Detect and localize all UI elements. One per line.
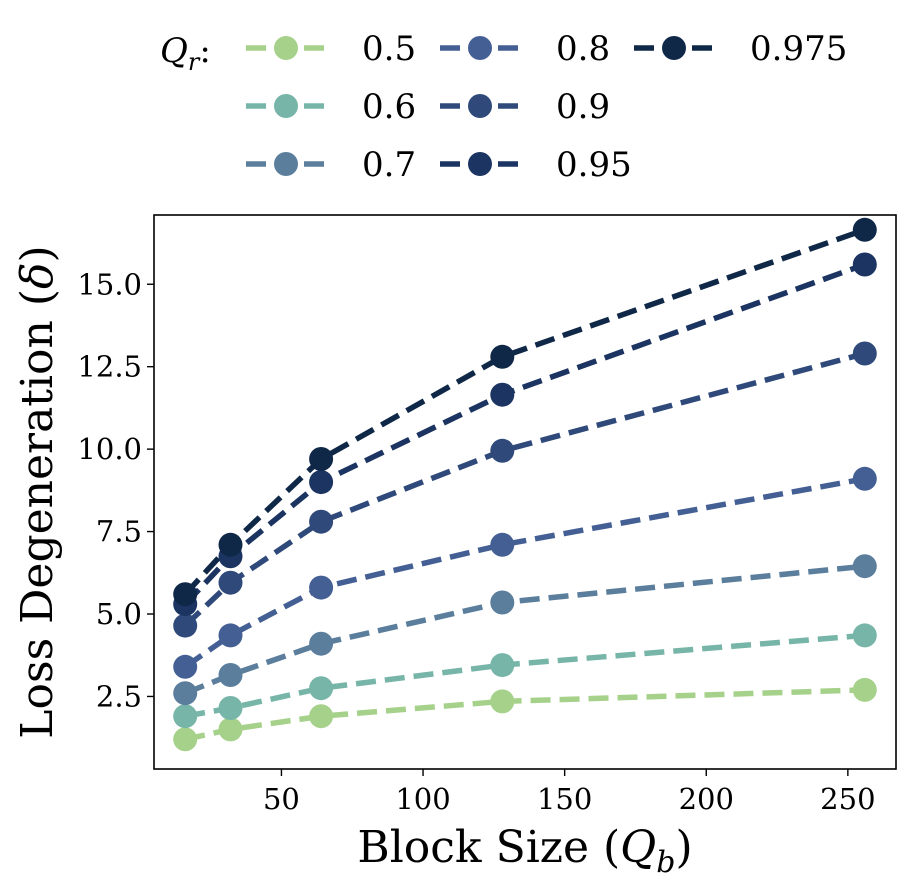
data-point-0.95 xyxy=(309,470,334,495)
legend-label: 0.5 xyxy=(362,29,416,69)
data-point-0.6 xyxy=(173,704,198,729)
x-tick-label: 200 xyxy=(679,782,734,816)
y-tick-label: 10.0 xyxy=(77,432,142,466)
x-axis-title: Block Size (Qb) xyxy=(357,822,692,880)
series-line-0.7 xyxy=(184,563,866,696)
data-point-0.9 xyxy=(309,509,334,534)
data-point-0.8 xyxy=(309,575,334,600)
y-tick-label: 5.0 xyxy=(96,597,142,631)
data-point-0.5 xyxy=(218,717,243,742)
data-point-0.975 xyxy=(852,217,877,242)
y-tick-label: 2.5 xyxy=(96,679,142,713)
x-tick-label: 250 xyxy=(820,782,875,816)
legend-marker xyxy=(468,152,492,176)
y-tick-label: 7.5 xyxy=(96,515,142,549)
legend-label: 0.8 xyxy=(556,29,610,69)
legend-marker xyxy=(274,94,298,118)
data-point-0.5 xyxy=(852,677,877,702)
legend-marker xyxy=(468,94,492,118)
y-axis-title: Loss Degeneration (δ) xyxy=(12,245,63,738)
y-tick-label: 15.0 xyxy=(77,267,142,301)
data-point-0.975 xyxy=(218,532,243,557)
axes: 50 100 150 200 250 2.5 5.0 7.5 10.0 12.5 15.0 xyxy=(77,267,875,816)
data-point-0.6 xyxy=(852,623,877,648)
legend-label: 0.7 xyxy=(362,145,416,185)
data-point-0.975 xyxy=(490,344,515,369)
data-point-0.95 xyxy=(852,252,877,277)
series-line-0.6 xyxy=(184,632,866,719)
data-point-0.8 xyxy=(173,654,198,679)
legend-marker xyxy=(274,36,298,60)
legend-label: 0.9 xyxy=(556,87,610,127)
data-point-0.975 xyxy=(309,447,334,471)
series-line-0.5 xyxy=(184,687,865,742)
series-markers xyxy=(173,217,877,752)
x-tick-label: 150 xyxy=(537,782,592,816)
legend-item-0.8: 0.8 xyxy=(440,29,610,69)
data-point-0.975 xyxy=(173,582,198,607)
legend-item-0.9: 0.9 xyxy=(440,87,610,127)
data-point-0.9 xyxy=(852,341,877,366)
data-point-0.9 xyxy=(218,570,243,595)
data-point-0.9 xyxy=(490,438,515,463)
data-point-0.6 xyxy=(309,676,334,701)
legend: Qr: 0.5 0.6 0.7 0.8 0.9 0.95 0.975 xyxy=(160,29,847,185)
x-tick-label: 50 xyxy=(263,782,300,816)
legend-label: 0.975 xyxy=(750,29,847,69)
legend-item-0.7: 0.7 xyxy=(246,145,416,185)
legend-item-0.95: 0.95 xyxy=(440,145,632,185)
data-point-0.6 xyxy=(218,696,243,720)
legend-title: Qr: xyxy=(160,31,211,76)
legend-label: 0.95 xyxy=(556,145,632,185)
y-tick-label: 12.5 xyxy=(77,350,142,384)
plot-frame xyxy=(153,214,897,770)
data-point-0.8 xyxy=(490,532,515,557)
legend-item-0.6: 0.6 xyxy=(246,87,416,127)
x-tick-label: 100 xyxy=(395,782,450,816)
data-point-0.6 xyxy=(490,653,515,678)
series-line-0.9 xyxy=(183,350,866,628)
data-point-0.7 xyxy=(173,681,198,706)
data-point-0.8 xyxy=(218,623,243,648)
legend-marker xyxy=(662,36,686,60)
legend-item-0.5: 0.5 xyxy=(246,29,416,69)
data-point-0.8 xyxy=(852,466,877,491)
data-point-0.7 xyxy=(852,554,877,579)
data-point-0.5 xyxy=(309,704,334,729)
data-point-0.95 xyxy=(490,382,515,407)
data-point-0.9 xyxy=(173,613,198,638)
data-point-0.5 xyxy=(173,727,198,752)
data-point-0.7 xyxy=(218,663,243,687)
data-point-0.7 xyxy=(309,631,334,656)
data-point-0.5 xyxy=(490,689,515,714)
legend-item-0.975: 0.975 xyxy=(634,29,847,69)
legend-marker xyxy=(274,152,298,176)
legend-marker xyxy=(468,36,492,60)
data-point-0.7 xyxy=(490,590,515,615)
legend-label: 0.6 xyxy=(362,87,416,127)
